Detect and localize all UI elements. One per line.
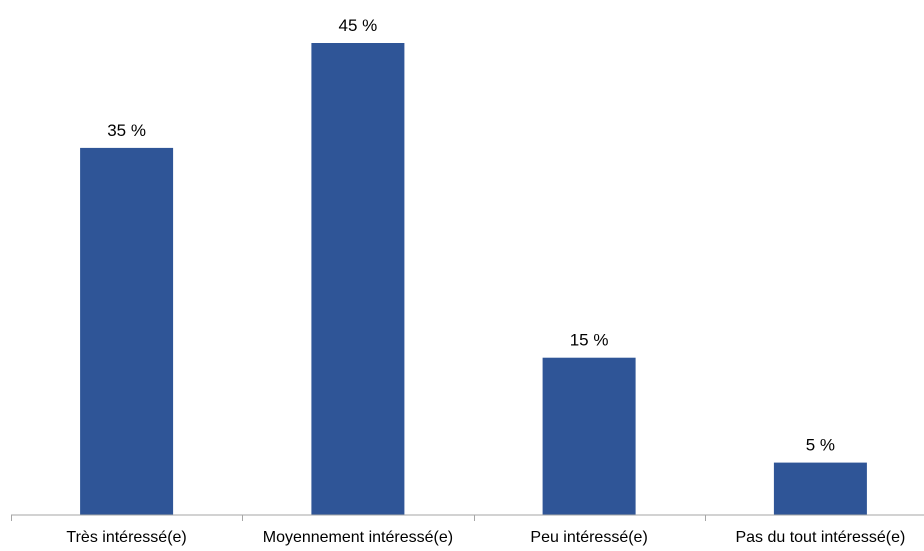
x-axis-tick-label: Moyennement intéressé(e) — [263, 529, 453, 546]
bar — [542, 357, 636, 515]
x-axis-ticks-group — [11, 515, 706, 521]
bar-value-label: 5 % — [806, 436, 835, 455]
bar-value-label: 15 % — [570, 331, 609, 350]
bar — [773, 462, 867, 515]
bar — [311, 43, 405, 515]
x-axis-tick-label: Très intéressé(e) — [66, 529, 186, 546]
x-axis-tick-labels-group: Très intéressé(e) Moyennement intéressé(e… — [66, 529, 905, 546]
x-axis-tick-label: Peu intéressé(e) — [530, 529, 647, 546]
value-labels-group: 35 % 45 % 15 % 5 % — [107, 16, 835, 455]
bars-group — [80, 43, 867, 515]
x-axis-tick-label: Pas du tout intéressé(e) — [735, 529, 905, 546]
bar — [80, 147, 174, 515]
bar-value-label: 35 % — [107, 121, 146, 140]
bar-value-label: 45 % — [339, 16, 378, 35]
